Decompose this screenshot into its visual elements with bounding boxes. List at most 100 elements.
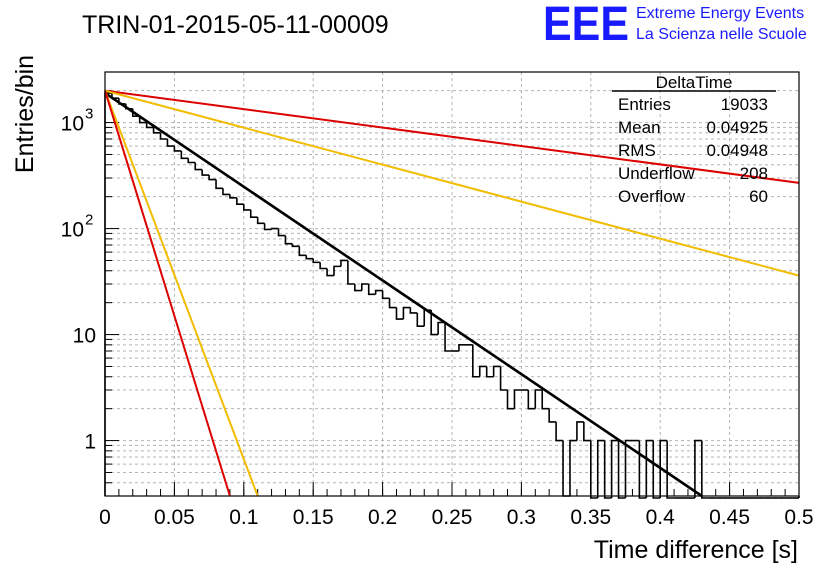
x-tick-label: 0 <box>99 506 111 529</box>
plot-frame <box>104 71 800 497</box>
stats-label-entries: Entries <box>618 95 671 114</box>
histogram-bin <box>694 439 702 498</box>
stats-value-rms: 0.04948 <box>707 141 768 160</box>
histogram-bin <box>229 194 237 199</box>
x-tick-label: 0.05 <box>154 506 195 529</box>
stats-box: DeltaTime Entries 19033 Mean 0.04925 RMS… <box>612 73 776 206</box>
histogram-bin <box>333 265 341 276</box>
y-tick-exponent: 3 <box>85 106 93 123</box>
x-tick-label: 0.1 <box>229 506 258 529</box>
histogram-bin <box>319 262 328 270</box>
histogram-bin <box>312 258 321 264</box>
histogram-bin <box>506 390 515 410</box>
x-tick-label: 0.15 <box>293 506 334 529</box>
stats-value-overflow: 60 <box>749 187 768 206</box>
histogram-bin <box>187 158 196 164</box>
histogram-bin <box>263 223 272 231</box>
histogram-bin <box>298 246 307 257</box>
histogram-bin <box>402 306 411 320</box>
histogram-bin <box>138 116 147 124</box>
histogram-bin <box>222 188 230 196</box>
histogram-bin <box>201 169 210 176</box>
histogram-bin <box>666 440 675 499</box>
axis-ticks: 0 0.05 0.1 0.15 0.2 0.25 0.3 0.35 0.4 0.45 0.5 1 10 1… <box>61 90 814 529</box>
y-tick-label: 10 <box>61 113 84 136</box>
histogram-bin <box>485 366 494 378</box>
histogram-bin <box>256 217 265 225</box>
histogram-bin <box>541 390 550 410</box>
histogram-bin <box>701 440 709 499</box>
histogram-bin <box>534 389 543 409</box>
histogram-bin <box>555 421 564 442</box>
histogram-bin <box>624 439 633 498</box>
x-axis-title: Time difference [s] <box>594 536 798 564</box>
run-title: TRIN-01-2015-05-11-00009 <box>82 11 389 39</box>
histogram-bin <box>152 127 161 134</box>
histogram-bin <box>430 310 439 336</box>
fit-curve <box>104 89 800 277</box>
histogram-bin <box>395 307 404 320</box>
histogram-bin <box>173 146 182 152</box>
histogram-bin <box>180 150 189 160</box>
histogram-bin <box>305 255 314 260</box>
histogram-bin <box>513 389 522 409</box>
fit-curves <box>104 89 800 498</box>
histogram-bin <box>610 439 619 498</box>
histogram-bin <box>472 344 480 378</box>
histogram-bin <box>340 259 348 267</box>
y-tick-exponent: 2 <box>85 212 93 229</box>
histogram-bin <box>277 228 286 237</box>
x-tick-label: 0.35 <box>570 506 611 529</box>
x-tick-label: 0.2 <box>368 506 397 529</box>
histogram-bin <box>437 321 446 335</box>
histogram-bin <box>374 289 383 295</box>
histogram-bin <box>499 366 508 391</box>
stats-value-mean: 0.04925 <box>707 118 768 137</box>
histogram-bin <box>381 290 390 300</box>
x-tick-label: 0.5 <box>784 506 813 529</box>
x-tick-label: 0.45 <box>709 506 750 529</box>
histogram-bin <box>367 284 376 296</box>
stats-label-rms: RMS <box>618 141 656 160</box>
eee-logo: EEE <box>543 0 629 51</box>
histogram-bin <box>458 344 466 351</box>
histogram-bin <box>416 312 425 327</box>
histogram-bin <box>104 92 112 496</box>
histogram-bin <box>360 283 369 291</box>
histogram-bin <box>603 440 612 499</box>
histogram-bin <box>194 162 203 171</box>
histogram-bin <box>145 122 154 129</box>
histogram-bin <box>645 439 654 498</box>
histogram-bin <box>562 440 570 497</box>
histogram-bin <box>166 138 175 147</box>
x-tick-label: 0.4 <box>646 506 676 529</box>
histogram-bin <box>354 284 362 292</box>
fit-curve <box>104 91 703 498</box>
histogram-bin <box>659 439 668 498</box>
stats-label-underflow: Underflow <box>618 164 695 183</box>
histogram-bin <box>492 365 501 377</box>
histogram-bin <box>583 421 591 442</box>
histogram-bin <box>291 243 300 248</box>
histogram-bin <box>243 204 251 211</box>
histogram-bin <box>326 268 335 277</box>
histogram-bin <box>527 390 536 410</box>
fit-curve <box>104 90 231 497</box>
histogram-bin <box>548 408 557 423</box>
histogram-bin <box>215 179 223 190</box>
histogram-bin <box>617 440 626 499</box>
stats-value-underflow: 208 <box>740 164 768 183</box>
y-tick-label: 10 <box>73 325 96 348</box>
fit-curve <box>104 89 800 184</box>
y-axis-title: Entries/bin <box>11 55 39 173</box>
stats-label-mean: Mean <box>618 118 661 137</box>
y-tick-label: 1 <box>84 431 96 454</box>
histogram-bin <box>249 209 258 219</box>
histogram-bin <box>409 307 418 314</box>
histogram-bin <box>596 439 605 498</box>
histogram-bin <box>208 175 217 181</box>
histogram-bin <box>590 440 598 499</box>
histogram-bin <box>270 227 279 230</box>
